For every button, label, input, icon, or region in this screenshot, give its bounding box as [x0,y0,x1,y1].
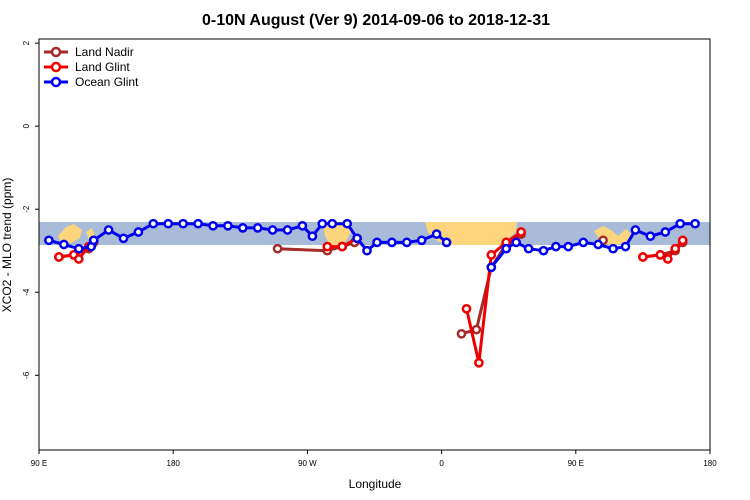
legend-label-land-nadir: Land Nadir [75,45,134,59]
data-point-ocean-glint [511,237,522,248]
data-point-land-glint [638,252,648,262]
series-line-land-nadir [461,232,522,336]
legend-label-land-glint: Land Glint [75,60,130,74]
map-band [39,222,710,245]
data-point-land-glint [54,252,64,262]
data-point-land-glint [337,241,348,252]
data-point-ocean-glint [578,237,589,248]
chart-title: 0-10N August (Ver 9) 2014-09-06 to 2018-… [202,12,550,29]
data-point-land-glint [662,254,673,264]
data-point-ocean-glint [362,245,372,256]
y-tick-label: -4 [22,288,31,296]
land-region-indonesia-west [58,224,82,244]
data-point-land-nadir [272,243,283,254]
data-point-ocean-glint [193,218,203,229]
y-axis-title: XCO2 - MLO trend (ppm) [0,178,14,313]
data-point-ocean-glint [486,262,497,273]
data-point-ocean-glint [148,218,159,229]
y-tick-label: 0 [22,123,31,128]
data-point-ocean-glint [88,235,99,246]
plot-frame [38,38,711,451]
data-point-ocean-glint [538,245,549,256]
data-point-ocean-glint [387,237,397,248]
data-point-ocean-glint [237,223,248,233]
data-point-ocean-glint [178,218,188,229]
x-tick-label: 0 [439,459,444,468]
data-point-ocean-glint [431,229,442,239]
data-point-land-nadir [471,324,482,335]
data-point-ocean-glint [690,218,700,229]
data-point-ocean-glint [118,233,129,244]
x-tick-label: 90 E [31,459,47,468]
data-point-land-glint [677,235,688,246]
data-point-ocean-glint [630,225,641,235]
data-point-ocean-glint [523,243,534,254]
data-point-ocean-glint [551,241,561,252]
legend-marker-ocean-glint [50,76,62,88]
data-point-land-glint [73,254,84,264]
data-point-ocean-glint [501,243,512,254]
series-line-ocean-glint [490,222,696,269]
data-point-ocean-glint [352,233,362,244]
data-point-ocean-glint [317,218,328,229]
data-point-ocean-glint [327,218,338,229]
data-point-ocean-glint [563,241,574,252]
data-point-ocean-glint [103,225,114,235]
ocean-band [39,222,710,245]
x-tick-label: 180 [703,459,717,468]
data-point-ocean-glint [44,235,54,246]
data-point-ocean-glint [59,239,69,250]
axes: 90 E 180 90 W 0 90 E 180 2 0 -2 -4 -6 [22,40,717,468]
data-point-land-glint [670,243,681,254]
data-point-ocean-glint [342,218,353,229]
legend-marker-land-nadir [50,46,62,58]
data-point-ocean-glint [645,231,656,242]
data-point-ocean-glint [307,231,318,242]
data-point-ocean-glint [416,235,427,246]
x-tick-label: 90 E [568,459,584,468]
data-point-ocean-glint [208,220,218,231]
series-ocean-glint [44,218,700,273]
x-axis-title: Longitude [349,477,402,491]
data-point-land-glint [322,241,333,252]
data-point-ocean-glint [252,223,263,233]
data-point-land-glint [474,357,484,368]
data-point-ocean-glint [163,218,174,229]
data-point-ocean-glint [441,237,452,248]
legend-label-ocean-glint: Ocean Glint [75,75,139,89]
land-region-island [86,228,95,243]
data-point-ocean-glint [660,227,671,237]
y-tick-label: 2 [22,40,31,45]
data-point-ocean-glint [133,227,144,237]
data-point-land-glint [516,227,526,237]
series-layer [44,218,700,368]
legend-marker-land-glint [50,61,62,73]
data-point-ocean-glint [620,241,631,252]
x-tick-label: 180 [167,459,181,468]
data-point-land-glint [461,303,472,314]
data-point-ocean-glint [608,243,618,254]
x-tick-label: 90 W [298,459,317,468]
data-point-ocean-glint [401,237,412,248]
y-tick-label: -6 [22,371,31,379]
data-point-ocean-glint [297,220,308,231]
data-point-ocean-glint [593,239,604,250]
data-point-land-glint [655,250,666,260]
legend: Land Nadir Land Glint Ocean Glint [44,45,139,89]
data-point-land-nadir [456,328,467,339]
data-point-ocean-glint [675,218,686,229]
data-point-ocean-glint [282,225,293,235]
y-tick-label: -2 [22,205,31,213]
data-point-ocean-glint [372,237,382,248]
data-point-land-glint [486,250,497,260]
data-point-ocean-glint [73,243,84,254]
data-point-ocean-glint [267,225,278,235]
data-point-ocean-glint [223,220,233,231]
